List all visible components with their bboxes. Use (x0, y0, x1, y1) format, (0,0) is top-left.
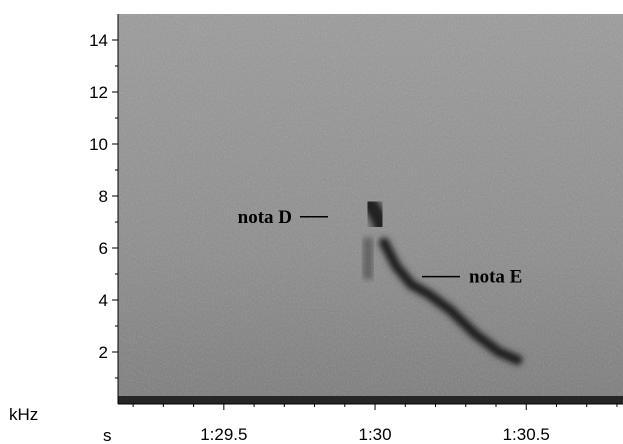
x-tick-label: 1:30 (358, 425, 391, 444)
y-tick-label: 12 (89, 83, 108, 102)
y-tick-label: 4 (99, 291, 108, 310)
y-tick-label: 10 (89, 135, 108, 154)
y-tick-label: 2 (99, 343, 108, 362)
nota-e-label: nota E (469, 267, 522, 288)
nota-d-label: nota D (238, 207, 292, 228)
low-frequency-band (118, 396, 623, 404)
y-tick-label: 6 (99, 239, 108, 258)
y-tick-label: 14 (89, 31, 108, 50)
x-axis-unit-label: s (103, 426, 112, 444)
x-tick-label: 1:29.5 (200, 425, 247, 444)
y-axis-unit-label: kHz (9, 405, 38, 424)
plot-area (118, 14, 623, 404)
y-tick-label: 8 (99, 187, 108, 206)
note-trace (362, 196, 389, 232)
x-tick-label: 1:30.5 (503, 425, 550, 444)
note-smear (362, 237, 373, 280)
note-trace (380, 238, 522, 364)
